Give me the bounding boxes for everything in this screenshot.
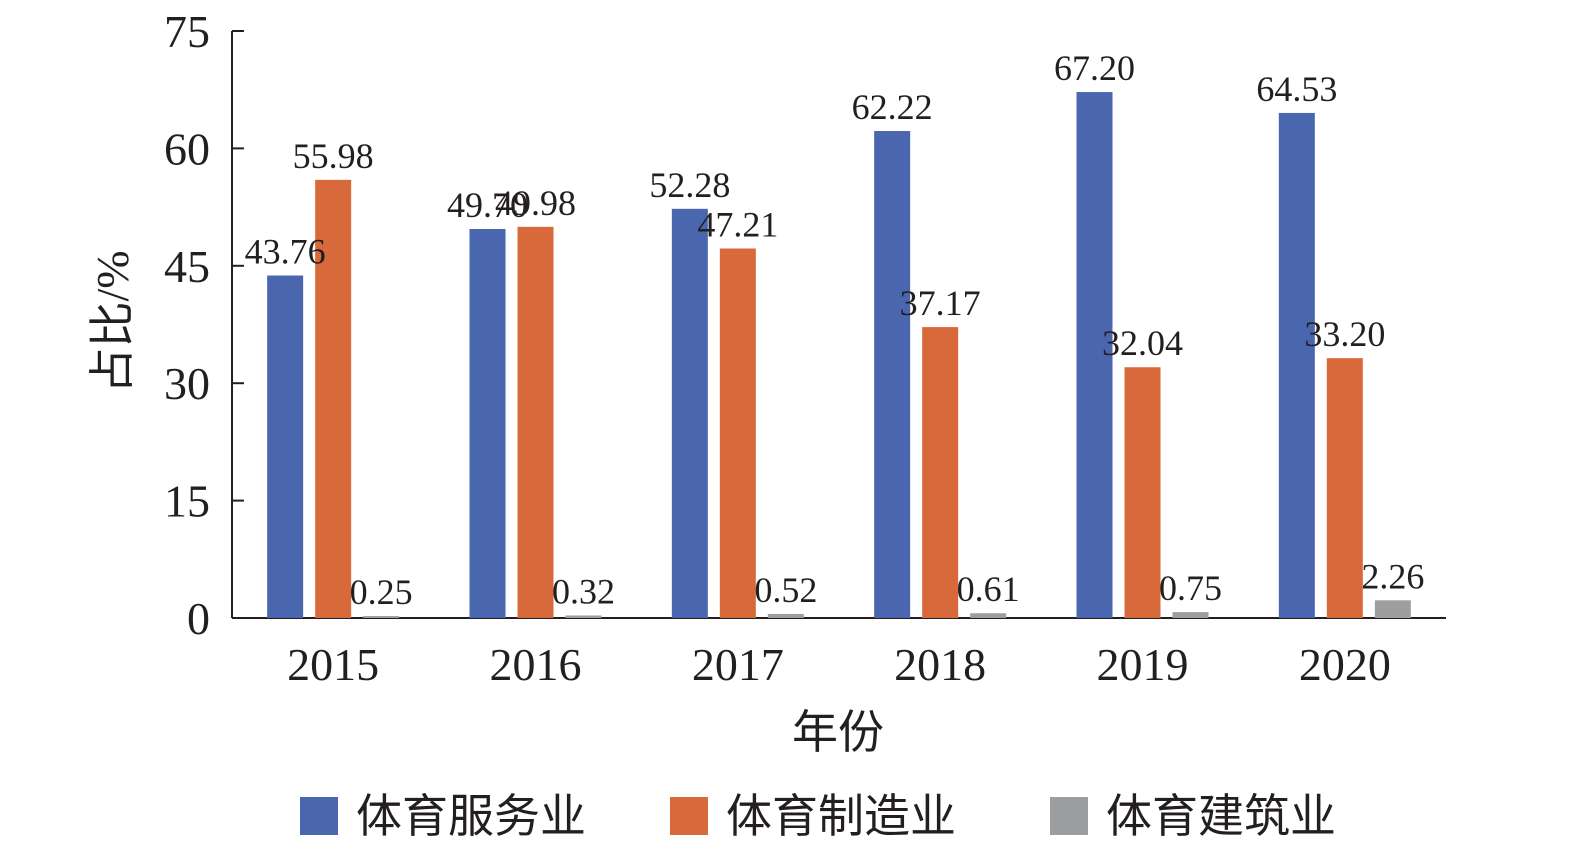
bar xyxy=(970,613,1007,618)
bars xyxy=(267,92,1411,619)
legend-label: 体育制造业 xyxy=(726,791,956,842)
data-label: 62.22 xyxy=(852,87,933,127)
data-label: 55.98 xyxy=(293,136,374,176)
y-axis-title: 占比/% xyxy=(87,250,138,393)
legend-swatch xyxy=(1050,797,1088,835)
y-tick-label: 75 xyxy=(164,6,210,57)
bar xyxy=(1076,92,1113,619)
bar xyxy=(767,613,804,618)
data-label: 32.04 xyxy=(1102,323,1183,363)
legend-label: 体育服务业 xyxy=(356,791,586,842)
bar xyxy=(1278,112,1315,619)
data-label: 67.20 xyxy=(1054,48,1135,88)
bar xyxy=(517,226,554,619)
x-tick-label: 2016 xyxy=(490,639,582,690)
data-label: 33.20 xyxy=(1304,314,1385,354)
data-label: 64.53 xyxy=(1256,69,1337,109)
data-label: 0.52 xyxy=(754,570,817,610)
data-label: 0.25 xyxy=(350,572,413,612)
bar xyxy=(565,615,602,618)
y-tick-label: 30 xyxy=(164,358,210,409)
data-label: 49.98 xyxy=(495,183,576,223)
bar xyxy=(469,229,506,619)
y-tick-label: 0 xyxy=(187,593,210,644)
axes: 0 15 30 45 60 75 2015 2016 2017 2018 2019 2020 xyxy=(164,6,1446,690)
y-tick-label: 60 xyxy=(164,123,210,174)
data-labels: 43.76 49.70 52.28 62.22 67.20 64.53 55.98 49.98… xyxy=(245,48,1425,612)
bar xyxy=(267,275,304,618)
bar xyxy=(1172,612,1209,618)
bar xyxy=(671,208,708,618)
data-label: 0.61 xyxy=(957,569,1020,609)
legend-label: 体育建筑业 xyxy=(1106,791,1336,842)
legend-swatch xyxy=(670,797,708,835)
data-label: 43.76 xyxy=(245,232,326,272)
x-tick-label: 2017 xyxy=(692,639,784,690)
bar xyxy=(1374,600,1411,618)
bar xyxy=(922,327,959,618)
x-tick-label: 2015 xyxy=(287,639,379,690)
x-tick-label: 2020 xyxy=(1299,639,1391,690)
data-label: 0.75 xyxy=(1159,568,1222,608)
x-tick-label: 2018 xyxy=(894,639,986,690)
data-label: 47.21 xyxy=(697,205,778,245)
data-label: 49.70 xyxy=(447,185,528,225)
data-label: 2.26 xyxy=(1361,556,1424,596)
data-label: 0.32 xyxy=(552,571,615,611)
bar xyxy=(719,248,756,619)
legend: 体育服务业 体育制造业 体育建筑业 xyxy=(300,791,1336,842)
x-axis-title: 年份 xyxy=(792,707,884,758)
data-label: 37.17 xyxy=(900,283,981,323)
y-tick-label: 15 xyxy=(164,476,210,527)
bar xyxy=(315,179,352,618)
x-tick-label: 2019 xyxy=(1097,639,1189,690)
legend-swatch xyxy=(300,797,338,835)
y-tick-label: 45 xyxy=(164,241,210,292)
bar xyxy=(363,616,400,618)
bar xyxy=(1326,358,1363,618)
data-label: 52.28 xyxy=(649,165,730,205)
bar xyxy=(874,131,911,619)
bar xyxy=(1124,367,1161,618)
